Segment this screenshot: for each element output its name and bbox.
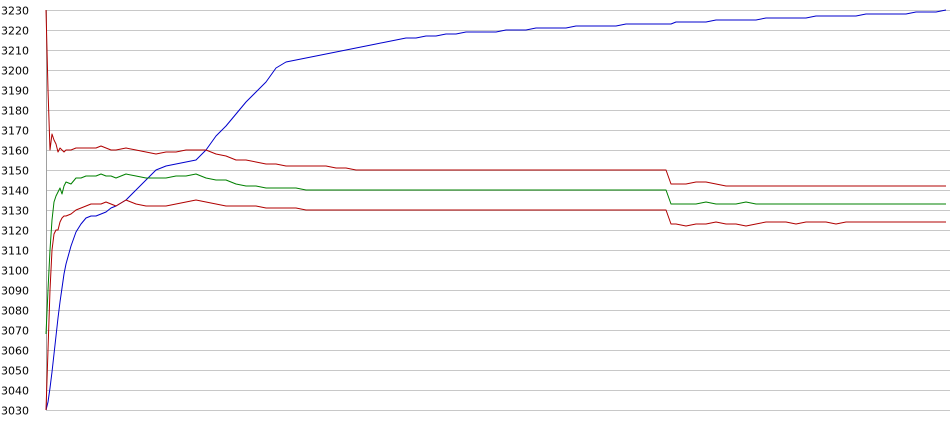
series-line-1 — [45, 9, 947, 411]
y-tick-label: 3210 — [1, 45, 29, 58]
series-line-2 — [45, 173, 946, 335]
series-lines — [45, 9, 947, 411]
y-tick-label: 3080 — [1, 305, 29, 318]
y-tick-label: 3180 — [1, 105, 29, 118]
series-line-3 — [45, 9, 946, 187]
y-tick-label: 3120 — [1, 225, 29, 238]
y-tick-label: 3090 — [1, 285, 29, 298]
y-tick-label: 3100 — [1, 265, 29, 278]
y-tick-label: 3140 — [1, 185, 29, 198]
y-tick-label: 3070 — [1, 325, 29, 338]
y-tick-label: 3200 — [1, 65, 29, 78]
y-tick-label: 3040 — [1, 385, 29, 398]
y-tick-label: 3170 — [1, 125, 29, 138]
y-tick-label: 3220 — [1, 25, 29, 38]
y-tick-label: 3110 — [1, 245, 29, 258]
y-tick-label: 3060 — [1, 345, 29, 358]
y-tick-label: 3050 — [1, 365, 29, 378]
y-axis-tick-labels: 3030 3040 3050 3060 3070 3080 3090 3100 3110 3120… — [1, 5, 29, 418]
y-tick-label: 3030 — [1, 405, 29, 418]
y-tick-label: 3130 — [1, 205, 29, 218]
y-tick-label: 3160 — [1, 145, 29, 158]
series-line-4 — [45, 199, 946, 411]
y-tick-label: 3150 — [1, 165, 29, 178]
y-tick-label: 3230 — [1, 5, 29, 18]
y-tick-label: 3190 — [1, 85, 29, 98]
